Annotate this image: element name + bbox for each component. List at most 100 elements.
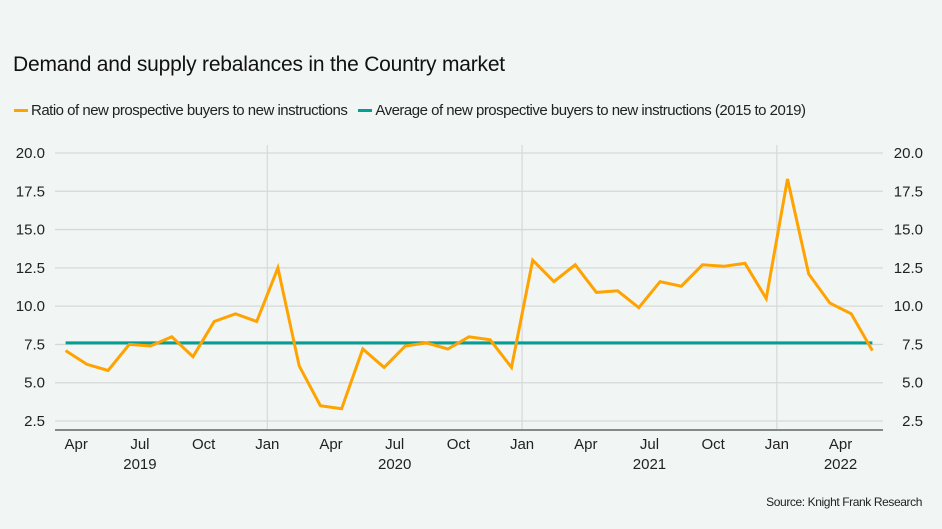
data-point-ratio bbox=[850, 312, 853, 315]
data-point-average bbox=[659, 341, 662, 344]
data-point-average bbox=[871, 341, 874, 344]
data-point-ratio bbox=[786, 178, 789, 181]
x-tick-label: Apr bbox=[574, 436, 597, 453]
legend-swatch-ratio bbox=[14, 109, 28, 112]
x-tick-label: Apr bbox=[65, 436, 88, 453]
data-point-ratio bbox=[510, 366, 513, 369]
data-point-ratio bbox=[574, 263, 577, 266]
x-tick-label: Oct bbox=[447, 436, 471, 453]
x-year-label: 2019 bbox=[123, 456, 156, 473]
data-point-ratio bbox=[425, 341, 428, 344]
data-point-ratio bbox=[468, 335, 471, 338]
data-point-ratio bbox=[595, 291, 598, 294]
data-point-average bbox=[298, 341, 301, 344]
data-point-average bbox=[85, 341, 88, 344]
data-point-average bbox=[276, 341, 279, 344]
y-tick-label-right: 5.0 bbox=[902, 375, 923, 392]
x-year-label: 2021 bbox=[633, 456, 666, 473]
x-tick-label: Jul bbox=[385, 436, 404, 453]
data-point-average bbox=[510, 341, 513, 344]
data-point-average bbox=[107, 341, 110, 344]
legend-swatch-average bbox=[358, 109, 373, 112]
x-tick-label: Apr bbox=[829, 436, 852, 453]
data-point-average bbox=[234, 341, 237, 344]
chart-title: Demand and supply rebalances in the Coun… bbox=[13, 53, 505, 76]
data-point-ratio bbox=[552, 280, 555, 283]
data-point-average bbox=[744, 341, 747, 344]
data-point-average bbox=[701, 341, 704, 344]
y-tick-label-left: 17.5 bbox=[16, 183, 45, 200]
data-point-average bbox=[170, 341, 173, 344]
legend-label-ratio: Ratio of new prospective buyers to new i… bbox=[31, 102, 348, 119]
data-point-ratio bbox=[701, 263, 704, 266]
y-tick-label-left: 15.0 bbox=[16, 222, 45, 239]
data-point-average bbox=[361, 341, 364, 344]
source-note: Source: Knight Frank Research bbox=[766, 495, 922, 509]
data-point-ratio bbox=[340, 407, 343, 410]
grid-layer bbox=[55, 145, 883, 431]
y-tick-label-right: 2.5 bbox=[902, 413, 923, 430]
data-point-average bbox=[319, 341, 322, 344]
data-point-ratio bbox=[128, 343, 131, 346]
legend-item-ratio: Ratio of new prospective buyers to new i… bbox=[14, 102, 348, 119]
y-tick-label-left: 5.0 bbox=[24, 375, 45, 392]
y-tick-label-right: 17.5 bbox=[894, 183, 923, 200]
data-point-average bbox=[807, 341, 810, 344]
x-tick-label: Jan bbox=[255, 436, 279, 453]
legend-label-average: Average of new prospective buyers to new… bbox=[375, 102, 806, 119]
data-point-ratio bbox=[807, 272, 810, 275]
series-line-ratio bbox=[64, 178, 874, 411]
data-point-ratio bbox=[531, 259, 534, 262]
data-point-ratio bbox=[276, 266, 279, 269]
x-tick-label: Jul bbox=[130, 436, 149, 453]
x-year-label: 2022 bbox=[824, 456, 857, 473]
y-axis-ticks: 20.0 20.0 17.5 17.5 15.0 15.0 12.5 12.5 10.0 10.0… bbox=[16, 145, 923, 430]
data-point-average bbox=[680, 341, 683, 344]
legend-item-average: Average of new prospective buyers to new… bbox=[358, 102, 806, 119]
data-point-average bbox=[828, 341, 831, 344]
data-point-average bbox=[574, 341, 577, 344]
data-point-average bbox=[213, 341, 216, 344]
data-point-ratio bbox=[383, 366, 386, 369]
chart-legend: Ratio of new prospective buyers to new i… bbox=[14, 102, 817, 119]
data-point-average bbox=[765, 341, 768, 344]
data-point-average bbox=[340, 341, 343, 344]
data-point-ratio bbox=[361, 348, 364, 351]
data-point-average bbox=[531, 341, 534, 344]
data-point-ratio bbox=[616, 289, 619, 292]
data-point-ratio bbox=[234, 312, 237, 315]
data-point-ratio bbox=[170, 335, 173, 338]
data-point-ratio bbox=[765, 297, 768, 300]
data-point-ratio bbox=[85, 363, 88, 366]
data-point-ratio bbox=[107, 369, 110, 372]
x-year-label: 2020 bbox=[378, 456, 411, 473]
x-axis-ticks: Apr Jul Oct Jan Apr Jul Oct Jan Apr Jul Oct Jan Apr 2… bbox=[65, 436, 858, 473]
data-point-ratio bbox=[659, 280, 662, 283]
y-tick-label-left: 10.0 bbox=[16, 298, 45, 315]
data-point-average bbox=[552, 341, 555, 344]
data-point-average bbox=[637, 341, 640, 344]
data-point-average bbox=[850, 341, 853, 344]
data-point-ratio bbox=[298, 364, 301, 367]
data-point-ratio bbox=[404, 344, 407, 347]
data-point-average bbox=[64, 341, 67, 344]
data-point-average bbox=[192, 341, 195, 344]
data-point-average bbox=[786, 341, 789, 344]
data-point-ratio bbox=[255, 320, 258, 323]
data-point-ratio bbox=[828, 302, 831, 305]
data-point-average bbox=[446, 341, 449, 344]
data-point-ratio bbox=[744, 262, 747, 265]
data-point-average bbox=[595, 341, 598, 344]
y-tick-label-left: 7.5 bbox=[24, 336, 45, 353]
data-point-average bbox=[404, 341, 407, 344]
y-tick-label-right: 10.0 bbox=[894, 298, 923, 315]
x-tick-label: Jul bbox=[640, 436, 659, 453]
data-point-ratio bbox=[149, 344, 152, 347]
data-point-average bbox=[722, 341, 725, 344]
y-tick-label-right: 15.0 bbox=[894, 222, 923, 239]
data-point-ratio bbox=[64, 349, 67, 352]
x-tick-label: Apr bbox=[319, 436, 342, 453]
data-point-ratio bbox=[446, 348, 449, 351]
data-point-ratio bbox=[192, 355, 195, 358]
